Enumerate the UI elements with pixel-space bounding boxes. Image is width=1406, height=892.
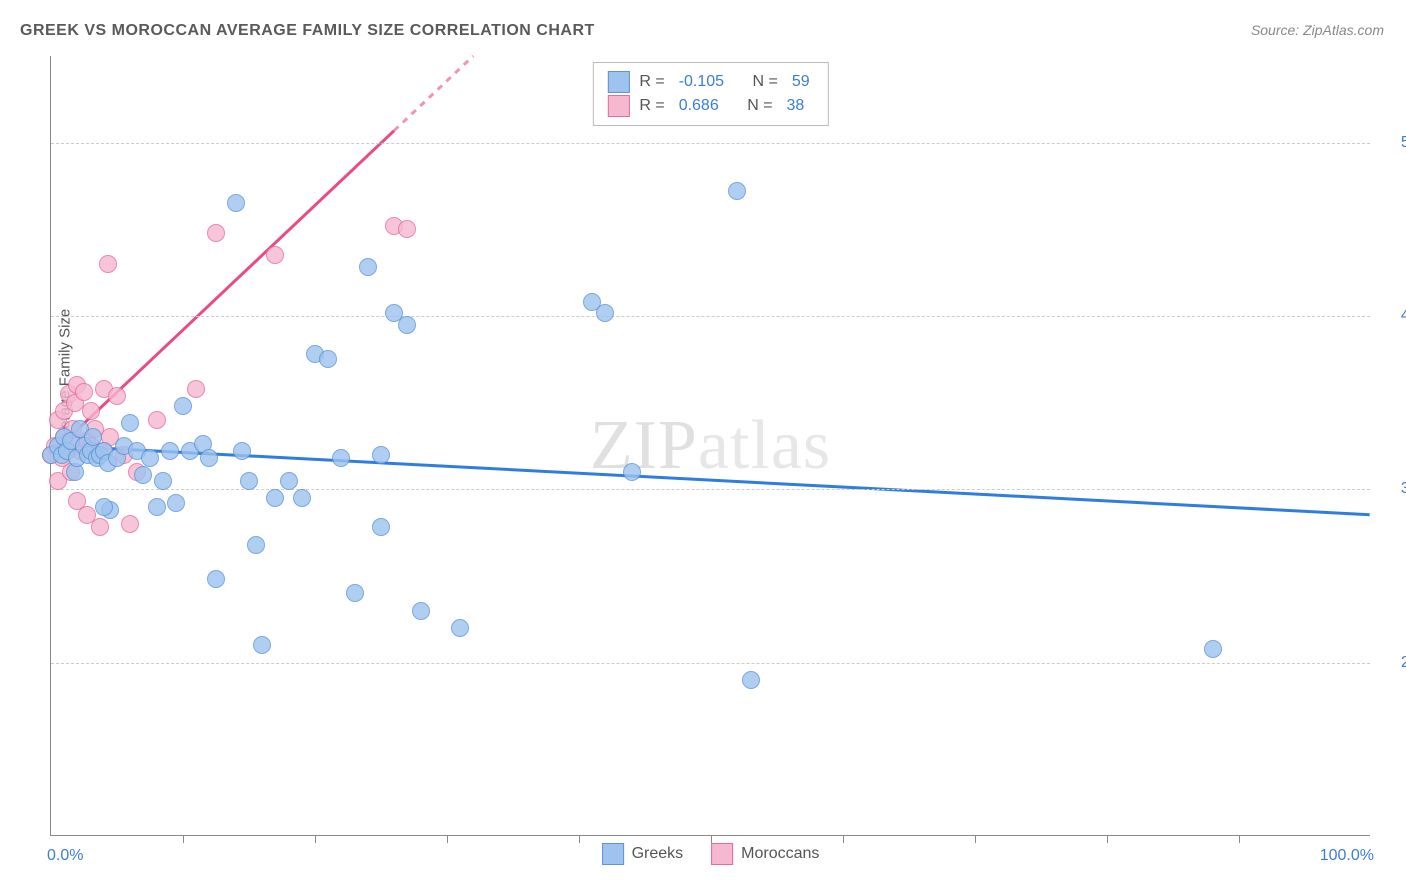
greeks-r-value: -0.105 (679, 73, 724, 91)
data-point-greeks (207, 570, 225, 588)
x-tick (1107, 835, 1108, 843)
data-point-greeks (319, 350, 337, 368)
x-axis-max-label: 100.0% (1320, 847, 1374, 865)
y-tick-label: 4.00 (1401, 307, 1406, 325)
x-tick (315, 835, 316, 843)
x-tick (1239, 835, 1240, 843)
y-tick-label: 2.00 (1401, 654, 1406, 672)
data-point-greeks (233, 442, 251, 460)
data-point-greeks (253, 636, 271, 654)
data-point-greeks (1204, 640, 1222, 658)
data-point-moroccans (187, 380, 205, 398)
data-point-greeks (95, 498, 113, 516)
gridline (51, 663, 1370, 664)
data-point-greeks (728, 182, 746, 200)
swatch-greeks (607, 71, 629, 93)
legend-label-greeks: Greeks (632, 845, 684, 863)
data-point-moroccans (75, 383, 93, 401)
y-tick-label: 3.00 (1401, 480, 1406, 498)
data-point-greeks (293, 489, 311, 507)
n-prefix: N = (747, 97, 772, 115)
data-point-greeks (240, 472, 258, 490)
data-point-greeks (121, 414, 139, 432)
r-prefix: R = (639, 97, 664, 115)
data-point-greeks (398, 316, 416, 334)
x-tick (183, 835, 184, 843)
data-point-greeks (154, 472, 172, 490)
data-point-moroccans (121, 515, 139, 533)
data-point-moroccans (148, 411, 166, 429)
plot-area: Average Family Size ZIPatlas R = -0.105 … (50, 56, 1370, 836)
data-point-greeks (141, 449, 159, 467)
stats-row-greeks: R = -0.105 N = 59 (607, 71, 813, 93)
watermark-light: atlas (698, 407, 831, 484)
data-point-greeks (412, 602, 430, 620)
chart-container: GREEK VS MOROCCAN AVERAGE FAMILY SIZE CO… (0, 0, 1406, 892)
swatch-moroccans (607, 95, 629, 117)
y-tick-label: 5.00 (1401, 134, 1406, 152)
moroccans-r-value: 0.686 (679, 97, 719, 115)
data-point-greeks (596, 304, 614, 322)
data-point-greeks (372, 446, 390, 464)
data-point-greeks (346, 584, 364, 602)
greeks-n-value: 59 (792, 73, 810, 91)
data-point-greeks (451, 619, 469, 637)
stats-legend: R = -0.105 N = 59 R = 0.686 N = 38 (592, 62, 828, 126)
data-point-moroccans (82, 402, 100, 420)
gridline (51, 143, 1370, 144)
chart-title: GREEK VS MOROCCAN AVERAGE FAMILY SIZE CO… (20, 22, 595, 40)
data-point-moroccans (91, 518, 109, 536)
data-point-greeks (332, 449, 350, 467)
data-point-greeks (161, 442, 179, 460)
x-tick (843, 835, 844, 843)
data-point-greeks (359, 258, 377, 276)
x-tick (579, 835, 580, 843)
legend-item-moroccans: Moroccans (711, 843, 819, 865)
x-tick (711, 835, 712, 843)
x-tick (447, 835, 448, 843)
data-point-greeks (200, 449, 218, 467)
source-attribution: Source: ZipAtlas.com (1251, 22, 1384, 38)
data-point-moroccans (99, 255, 117, 273)
legend-swatch-moroccans (711, 843, 733, 865)
stats-row-moroccans: R = 0.686 N = 38 (607, 95, 813, 117)
data-point-greeks (174, 397, 192, 415)
data-point-greeks (372, 518, 390, 536)
data-point-greeks (266, 489, 284, 507)
r-prefix: R = (639, 73, 664, 91)
data-point-moroccans (108, 387, 126, 405)
data-point-greeks (167, 494, 185, 512)
x-axis-min-label: 0.0% (47, 847, 83, 865)
data-point-greeks (247, 536, 265, 554)
data-point-moroccans (207, 224, 225, 242)
data-point-greeks (148, 498, 166, 516)
series-legend: Greeks Moroccans (602, 843, 820, 865)
legend-label-moroccans: Moroccans (741, 845, 819, 863)
data-point-greeks (227, 194, 245, 212)
data-point-greeks (742, 671, 760, 689)
moroccans-n-value: 38 (787, 97, 805, 115)
data-point-moroccans (266, 246, 284, 264)
data-point-greeks (134, 466, 152, 484)
n-prefix: N = (753, 73, 778, 91)
data-point-greeks (280, 472, 298, 490)
legend-item-greeks: Greeks (602, 843, 684, 865)
data-point-greeks (623, 463, 641, 481)
watermark-bold: ZIP (590, 407, 698, 484)
gridline (51, 316, 1370, 317)
data-point-moroccans (398, 220, 416, 238)
legend-swatch-greeks (602, 843, 624, 865)
x-tick (975, 835, 976, 843)
